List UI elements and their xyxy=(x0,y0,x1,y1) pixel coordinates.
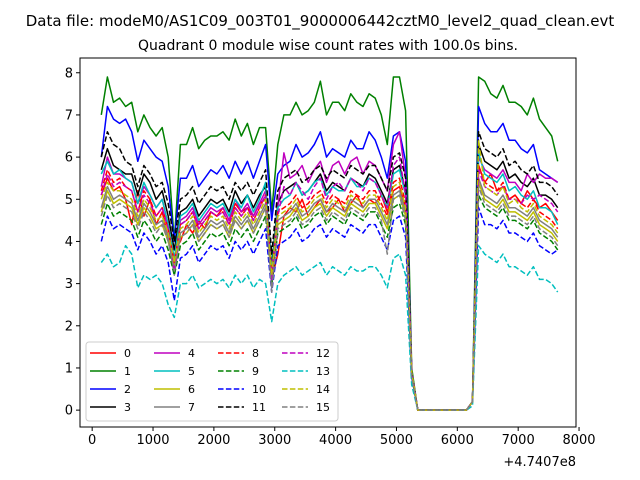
x-tick-label-6000: 6000 xyxy=(441,433,474,448)
series-line-1 xyxy=(100,76,559,411)
legend-label-12: 12 xyxy=(316,347,330,360)
series-line-2 xyxy=(100,105,559,411)
legend-label-11: 11 xyxy=(252,401,266,414)
x-offset-label: +4.7407e8 xyxy=(503,455,576,470)
y-tick-label-3: 3 xyxy=(65,277,73,292)
series-line-13 xyxy=(100,244,559,411)
series-line-3 xyxy=(100,143,559,411)
series-line-11 xyxy=(100,131,559,411)
y-tick-label-5: 5 xyxy=(65,193,73,208)
axes-frame xyxy=(79,57,577,428)
y-tick-label-4: 4 xyxy=(65,235,73,250)
y-tick-label-6: 6 xyxy=(65,151,73,166)
legend-label-1: 1 xyxy=(124,365,131,378)
y-tick-label-0: 0 xyxy=(65,404,73,419)
x-tick-label-8000: 8000 xyxy=(562,433,595,448)
y-tick-label-2: 2 xyxy=(65,319,73,334)
legend-label-6: 6 xyxy=(188,383,195,396)
x-tick-label-1000: 1000 xyxy=(136,433,169,448)
legend-label-14: 14 xyxy=(316,383,330,396)
series-line-14 xyxy=(100,139,559,411)
x-tick-label-3000: 3000 xyxy=(258,433,291,448)
series-line-12 xyxy=(100,156,559,411)
legend-label-13: 13 xyxy=(316,365,330,378)
legend-label-2: 2 xyxy=(124,383,131,396)
legend-box xyxy=(85,341,339,422)
x-tick-label-4000: 4000 xyxy=(319,433,352,448)
legend-label-0: 0 xyxy=(124,347,131,360)
legend-label-7: 7 xyxy=(188,401,195,414)
x-tick-label-5000: 5000 xyxy=(380,433,413,448)
series-line-8 xyxy=(100,164,559,411)
series-line-15 xyxy=(100,185,559,411)
series-line-9 xyxy=(100,194,559,411)
plot-area: 0 1000 2000 3000 4000 5000 6000 7000 80000123456… xyxy=(65,57,596,448)
legend-label-10: 10 xyxy=(252,383,266,396)
y-tick-label-7: 7 xyxy=(65,108,73,123)
x-tick-label-0: 0 xyxy=(88,433,96,448)
legend-label-15: 15 xyxy=(316,401,330,414)
legend-label-4: 4 xyxy=(188,347,195,360)
legend-label-9: 9 xyxy=(252,365,259,378)
legend-label-3: 3 xyxy=(124,401,131,414)
y-tick-label-8: 8 xyxy=(65,66,73,81)
legend-label-8: 8 xyxy=(252,347,259,360)
series-line-10 xyxy=(100,206,559,411)
y-tick-label-1: 1 xyxy=(65,361,73,376)
chart-title: Quadrant 0 module wise count rates with … xyxy=(138,38,518,54)
x-tick-label-2000: 2000 xyxy=(197,433,230,448)
x-tick-label-7000: 7000 xyxy=(502,433,535,448)
legend-label-5: 5 xyxy=(188,365,195,378)
suptitle: Data file: modeM0/AS1C09_003T01_90000064… xyxy=(26,12,615,31)
